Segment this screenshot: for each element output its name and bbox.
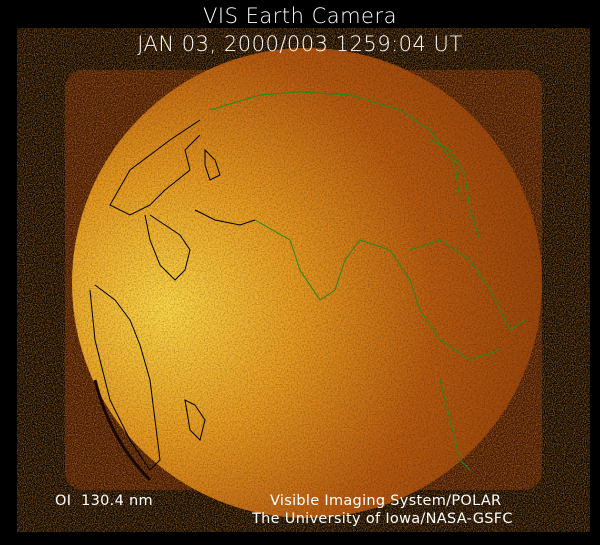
institution-credit: The University of Iowa/NASA-GSFC	[252, 511, 513, 527]
limb-arc	[93, 379, 152, 482]
image-title: VIS Earth Camera	[203, 4, 397, 28]
coastline-dayside	[89, 119, 256, 471]
instrument-credit: Visible Imaging System/POLAR	[270, 493, 502, 509]
image-timestamp: JAN 03, 2000/003 1259:04 UT	[137, 32, 463, 56]
wavelength-label: OI 130.4 nm	[55, 493, 153, 509]
coastline-nightside	[209, 91, 526, 471]
